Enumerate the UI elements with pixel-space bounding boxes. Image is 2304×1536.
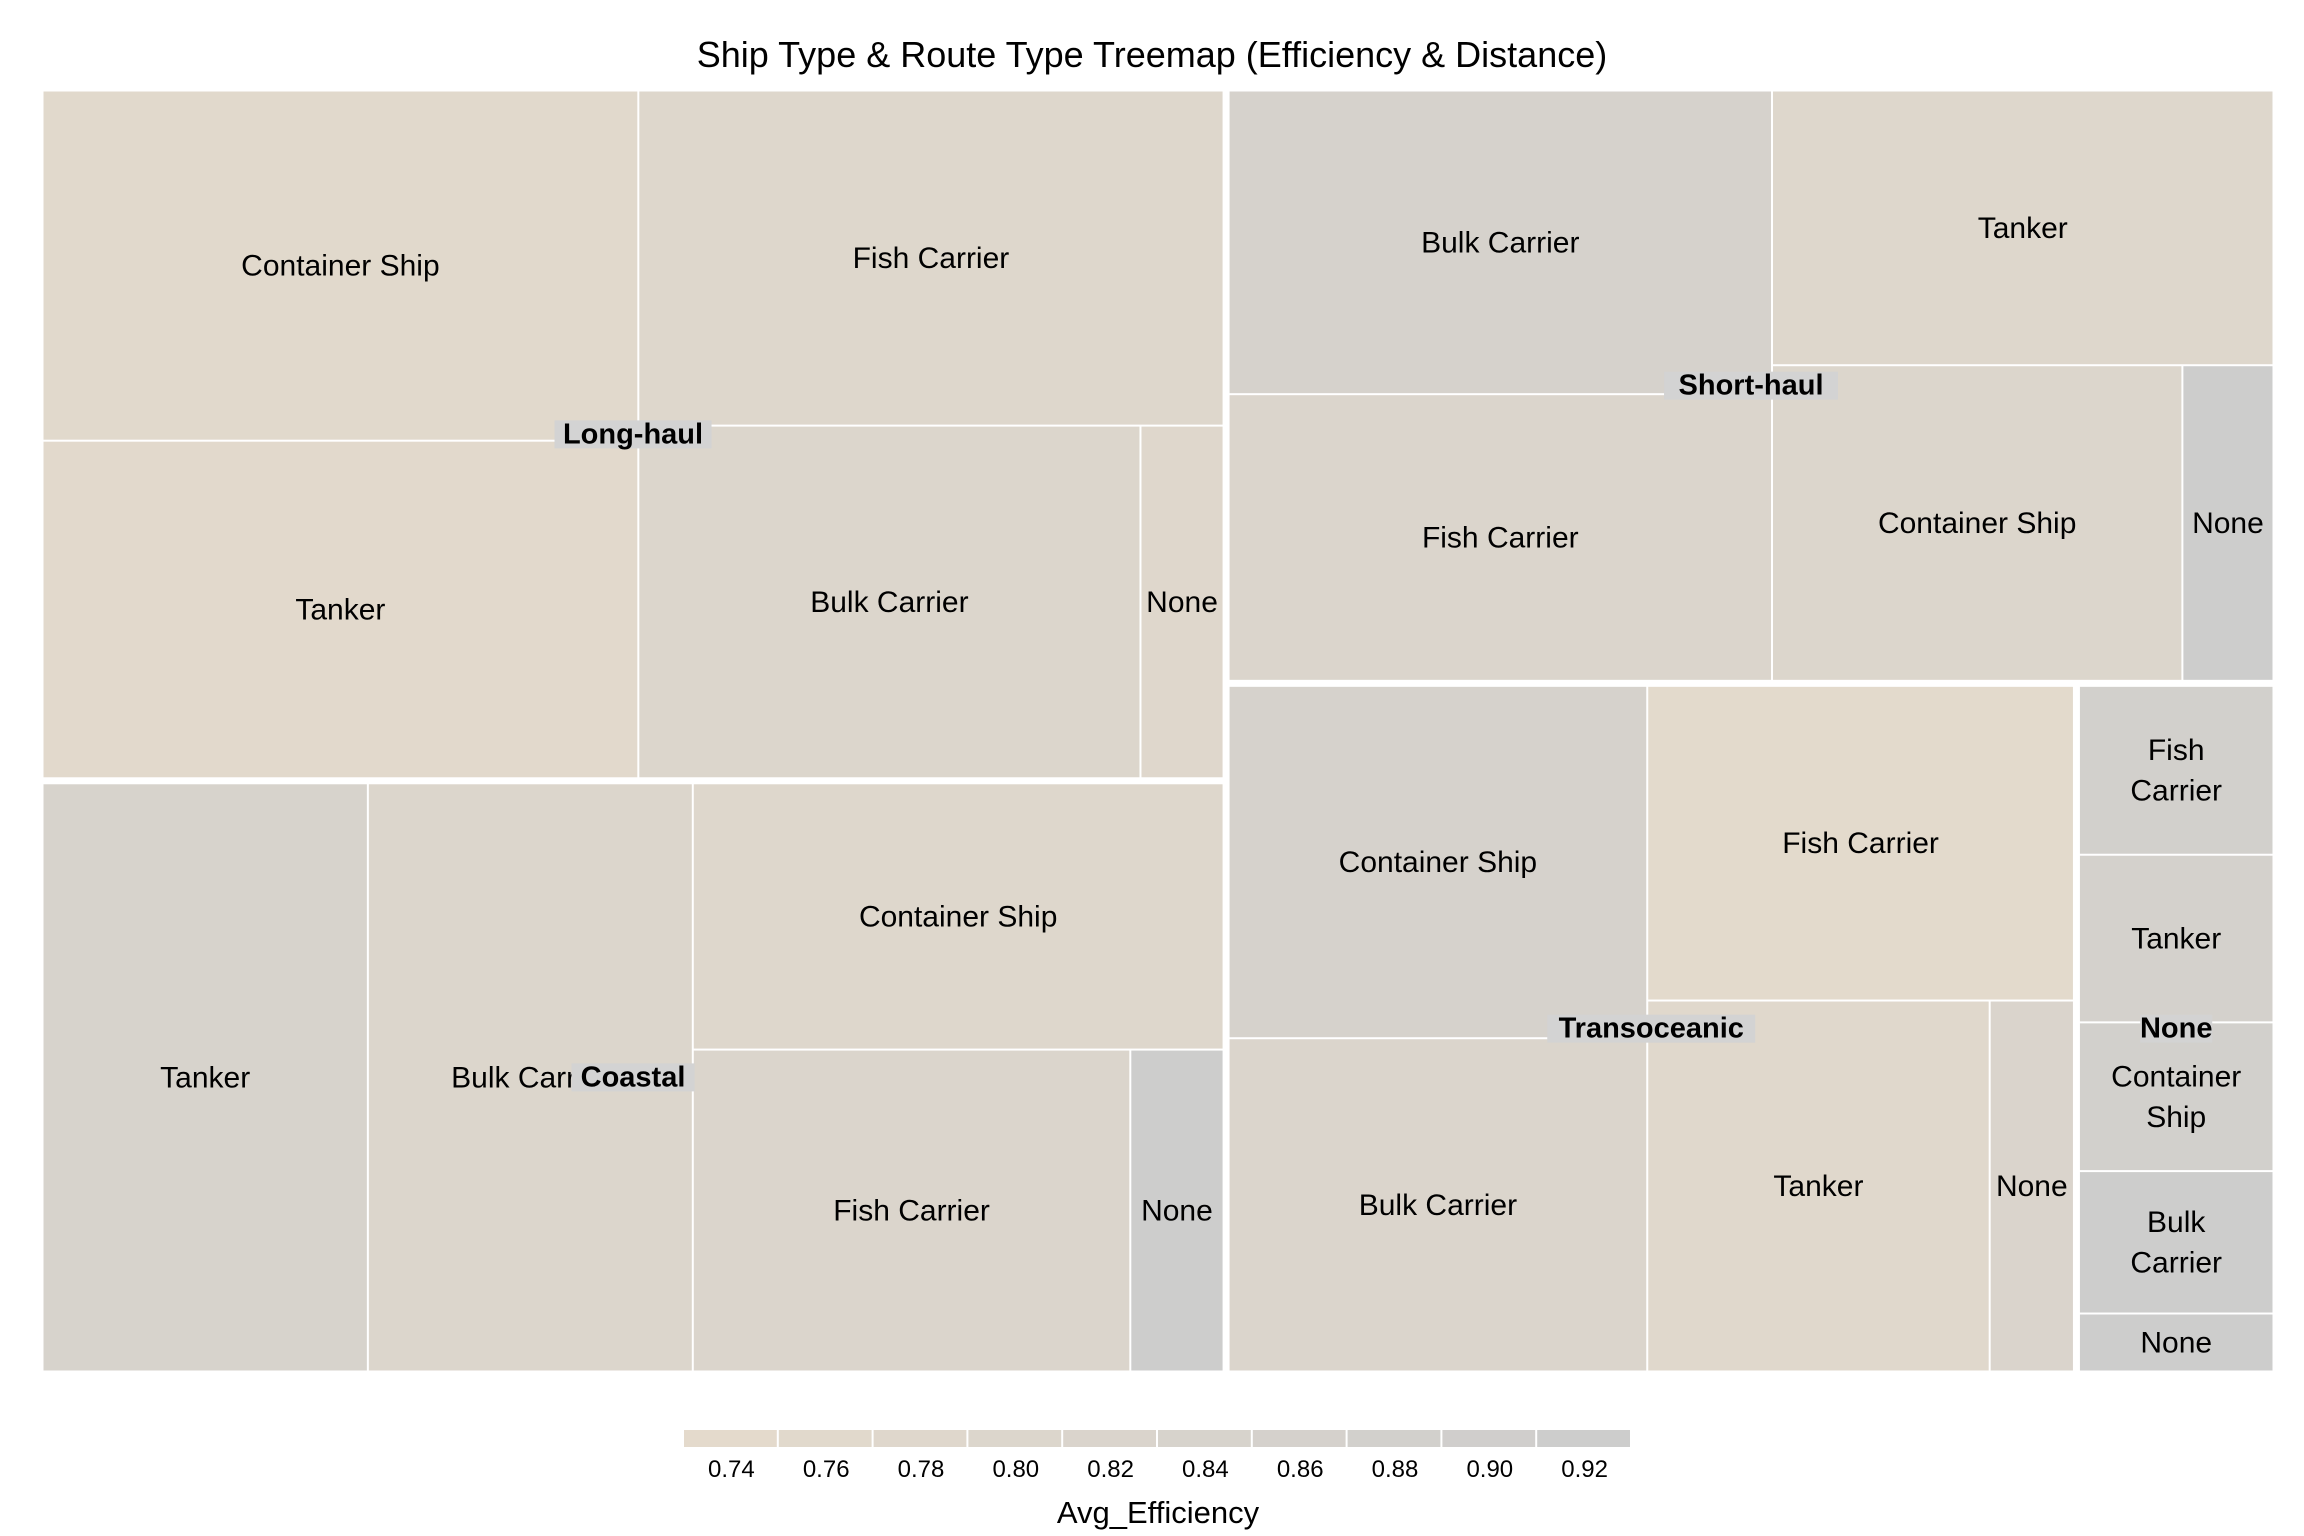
legend-tick-label: 0.84 xyxy=(1182,1456,1229,1483)
group-label-text: Long-haul xyxy=(563,418,703,450)
group-label-background xyxy=(1547,1014,1756,1043)
group-label-long-haul: Long-haul xyxy=(554,418,712,450)
tile-long-haul-fish-carrier xyxy=(639,91,1223,425)
tile-coastal-container-ship xyxy=(693,784,1223,1049)
tile-label: Container Ship xyxy=(241,249,439,282)
legend-title: Avg_Efficiency xyxy=(1057,1495,1260,1530)
tile-label: None xyxy=(1141,1194,1213,1227)
legend-color-segment xyxy=(1442,1430,1536,1447)
legend-tick-label: 0.88 xyxy=(1372,1456,1419,1483)
tile-label: Fish Carrier xyxy=(833,1194,990,1227)
tile-transoceanic-container-ship xyxy=(1229,686,1647,1038)
tile-short-haul-none xyxy=(2183,366,2273,680)
group-label-short-haul: Short-haul xyxy=(1664,370,1839,402)
tile-transoceanic-tanker xyxy=(1648,1001,1989,1371)
tile-label: None xyxy=(2192,507,2264,540)
tile-label: Bulk Carrier xyxy=(810,585,968,618)
legend-tick-label: 0.74 xyxy=(708,1456,755,1483)
tile-label: None xyxy=(1996,1170,2068,1203)
legend-tick-label: 0.78 xyxy=(898,1456,945,1483)
tile-transoceanic-fish-carrier xyxy=(1648,686,2073,1000)
tile-short-haul-container-ship xyxy=(1773,366,2182,680)
tile-coastal-tanker xyxy=(43,784,367,1371)
tile-label: Bulk Carrier xyxy=(1359,1188,1517,1221)
legend-color-segment xyxy=(873,1430,967,1447)
tile-coastal-none xyxy=(1131,1050,1223,1371)
tile-short-haul-bulk-carrier xyxy=(1229,91,1772,394)
group-none: Fish Carrier Tanker Container Ship Bulk Carrie… xyxy=(2079,686,2273,1371)
legend-color-segment xyxy=(1347,1430,1441,1447)
legend-tick-label: 0.76 xyxy=(803,1456,850,1483)
legend-color-segment xyxy=(1537,1430,1630,1447)
legend-tick-label: 0.92 xyxy=(1561,1456,1608,1483)
tile-label: Tanker xyxy=(160,1061,250,1094)
tile-none-bulk-carrier xyxy=(2079,1172,2273,1313)
tile-label: Tanker xyxy=(1978,211,2068,244)
tile-transoceanic-none xyxy=(1990,1001,2073,1371)
group-label-transoceanic: Transoceanic xyxy=(1547,1013,1756,1045)
legend-tick-label: 0.90 xyxy=(1466,1456,1513,1483)
tile-long-haul-container-ship xyxy=(43,91,638,440)
tile-label: Tanker xyxy=(2131,922,2221,955)
tile-long-haul-tanker xyxy=(43,441,638,778)
legend: 0.74 0.76 0.78 0.80 0.82 0.84 0.86 0.88 0.90 0.92… xyxy=(684,1430,1630,1530)
tile-long-haul-none xyxy=(1141,426,1223,778)
group-label-background xyxy=(2140,1014,2213,1043)
tile-label: Tanker xyxy=(295,593,385,626)
tile-short-haul-tanker xyxy=(1773,91,2273,365)
tile-label: Container Ship xyxy=(1878,507,2076,540)
tile-none-fish-carrier xyxy=(2079,686,2273,854)
legend-color-segment xyxy=(1063,1430,1156,1447)
legend-color-segment xyxy=(1252,1430,1346,1447)
group-transoceanic: Container Ship Bulk Carrier Fish Carrier Ta… xyxy=(1229,686,2073,1371)
tile-label: Bulk Carrier xyxy=(1421,226,1579,259)
legend-color-segment xyxy=(968,1430,1062,1447)
tile-label: Fish Carrier xyxy=(2130,734,2222,808)
tile-none-tanker xyxy=(2079,855,2273,1022)
legend-color-segment xyxy=(1158,1430,1251,1447)
group-label-text: Transoceanic xyxy=(1559,1013,1744,1045)
tile-label: None xyxy=(2140,1326,2212,1359)
tile-none-container-ship xyxy=(2079,1023,2273,1171)
group-label-none: None xyxy=(2140,1013,2213,1045)
group-short-haul: Bulk Carrier Fish Carrier Tanker Container … xyxy=(1229,91,2273,680)
legend-tick-label: 0.86 xyxy=(1277,1456,1324,1483)
tile-label: Fish Carrier xyxy=(1782,827,1939,860)
tile-long-haul-bulk-carrier xyxy=(639,426,1140,778)
chart-title: Ship Type & Route Type Treemap (Efficien… xyxy=(696,34,1608,75)
tile-coastal-fish-carrier xyxy=(693,1050,1130,1371)
tile-label: Fish Carrier xyxy=(1422,521,1579,554)
tile-label: Fish Carrier xyxy=(853,242,1010,275)
tile-label: Tanker xyxy=(1773,1170,1863,1203)
tile-transoceanic-bulk-carrier xyxy=(1229,1039,1647,1371)
tile-label: Container Ship xyxy=(859,900,1057,933)
group-label-text: Short-haul xyxy=(1679,370,1824,402)
tile-label: None xyxy=(1146,585,1218,618)
tile-short-haul-fish-carrier xyxy=(1229,395,1772,680)
group-label-background xyxy=(571,1063,695,1092)
group-label-text: None xyxy=(2140,1013,2213,1045)
tile-label: Container Ship xyxy=(2111,1060,2241,1134)
group-label-background xyxy=(554,420,712,449)
tile-none-none xyxy=(2079,1314,2273,1371)
legend-tick-label: 0.82 xyxy=(1087,1456,1134,1483)
group-label-background xyxy=(1664,371,1839,400)
group-label-layer: Long-haul Coastal Short-haul Transoceanic No… xyxy=(554,370,2213,1093)
group-label-text: Coastal xyxy=(581,1061,686,1093)
legend-tick-label: 0.80 xyxy=(992,1456,1039,1483)
group-long-haul: Container Ship Tanker Fish Carrier Bulk Car… xyxy=(43,91,1223,778)
tile-label: Bulk Carrier xyxy=(2130,1206,2222,1280)
tile-label: Container Ship xyxy=(1339,846,1537,879)
legend-color-segment xyxy=(684,1430,777,1447)
legend-color-segment xyxy=(778,1430,872,1447)
group-label-coastal: Coastal xyxy=(571,1061,695,1093)
